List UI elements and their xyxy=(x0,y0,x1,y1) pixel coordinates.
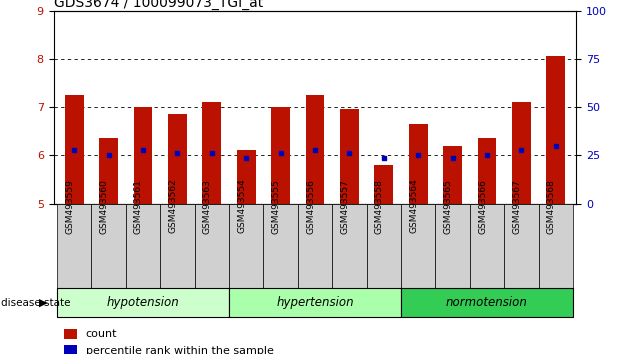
Bar xyxy=(298,204,332,289)
Bar xyxy=(229,288,401,317)
Bar xyxy=(512,102,531,204)
Bar xyxy=(443,146,462,204)
Text: GSM493567: GSM493567 xyxy=(512,179,522,234)
Bar xyxy=(57,204,91,289)
Bar xyxy=(401,288,573,317)
Text: GSM493565: GSM493565 xyxy=(444,179,452,234)
Text: GSM493559: GSM493559 xyxy=(65,179,74,234)
Legend: count, percentile rank within the sample: count, percentile rank within the sample xyxy=(59,324,278,354)
Text: GSM493562: GSM493562 xyxy=(168,179,178,234)
Bar xyxy=(539,204,573,289)
Bar xyxy=(401,204,435,289)
Bar xyxy=(202,102,221,204)
Text: GSM493566: GSM493566 xyxy=(478,179,487,234)
Bar xyxy=(237,150,256,204)
Bar xyxy=(435,204,470,289)
Bar xyxy=(134,107,152,204)
Text: GSM493558: GSM493558 xyxy=(375,179,384,234)
Bar xyxy=(168,114,187,204)
Bar xyxy=(65,95,84,204)
Bar xyxy=(91,204,126,289)
Bar xyxy=(229,204,263,289)
Bar xyxy=(271,107,290,204)
Bar xyxy=(374,165,393,204)
Bar xyxy=(478,138,496,204)
Text: disease state: disease state xyxy=(1,298,71,308)
Bar xyxy=(263,204,298,289)
Text: GSM493557: GSM493557 xyxy=(340,179,350,234)
Text: GSM493556: GSM493556 xyxy=(306,179,315,234)
Bar xyxy=(99,138,118,204)
Bar xyxy=(332,204,367,289)
Text: GSM493554: GSM493554 xyxy=(238,179,246,234)
Text: GSM493563: GSM493563 xyxy=(203,179,212,234)
Text: GSM493555: GSM493555 xyxy=(272,179,280,234)
Bar xyxy=(195,204,229,289)
Text: normotension: normotension xyxy=(446,296,528,309)
Bar xyxy=(409,124,428,204)
Text: GSM493568: GSM493568 xyxy=(547,179,556,234)
Bar xyxy=(340,109,359,204)
Text: ▶: ▶ xyxy=(38,298,47,308)
Text: GSM493561: GSM493561 xyxy=(134,179,143,234)
Bar xyxy=(306,95,324,204)
Text: hypertension: hypertension xyxy=(276,296,354,309)
Bar xyxy=(57,288,229,317)
Text: GSM493560: GSM493560 xyxy=(100,179,108,234)
Bar xyxy=(126,204,160,289)
Bar xyxy=(504,204,539,289)
Text: GDS3674 / 100099073_TGI_at: GDS3674 / 100099073_TGI_at xyxy=(54,0,263,10)
Bar xyxy=(546,56,565,204)
Bar xyxy=(367,204,401,289)
Bar xyxy=(160,204,195,289)
Text: hypotension: hypotension xyxy=(106,296,180,309)
Bar xyxy=(470,204,504,289)
Text: GSM493564: GSM493564 xyxy=(410,179,418,234)
